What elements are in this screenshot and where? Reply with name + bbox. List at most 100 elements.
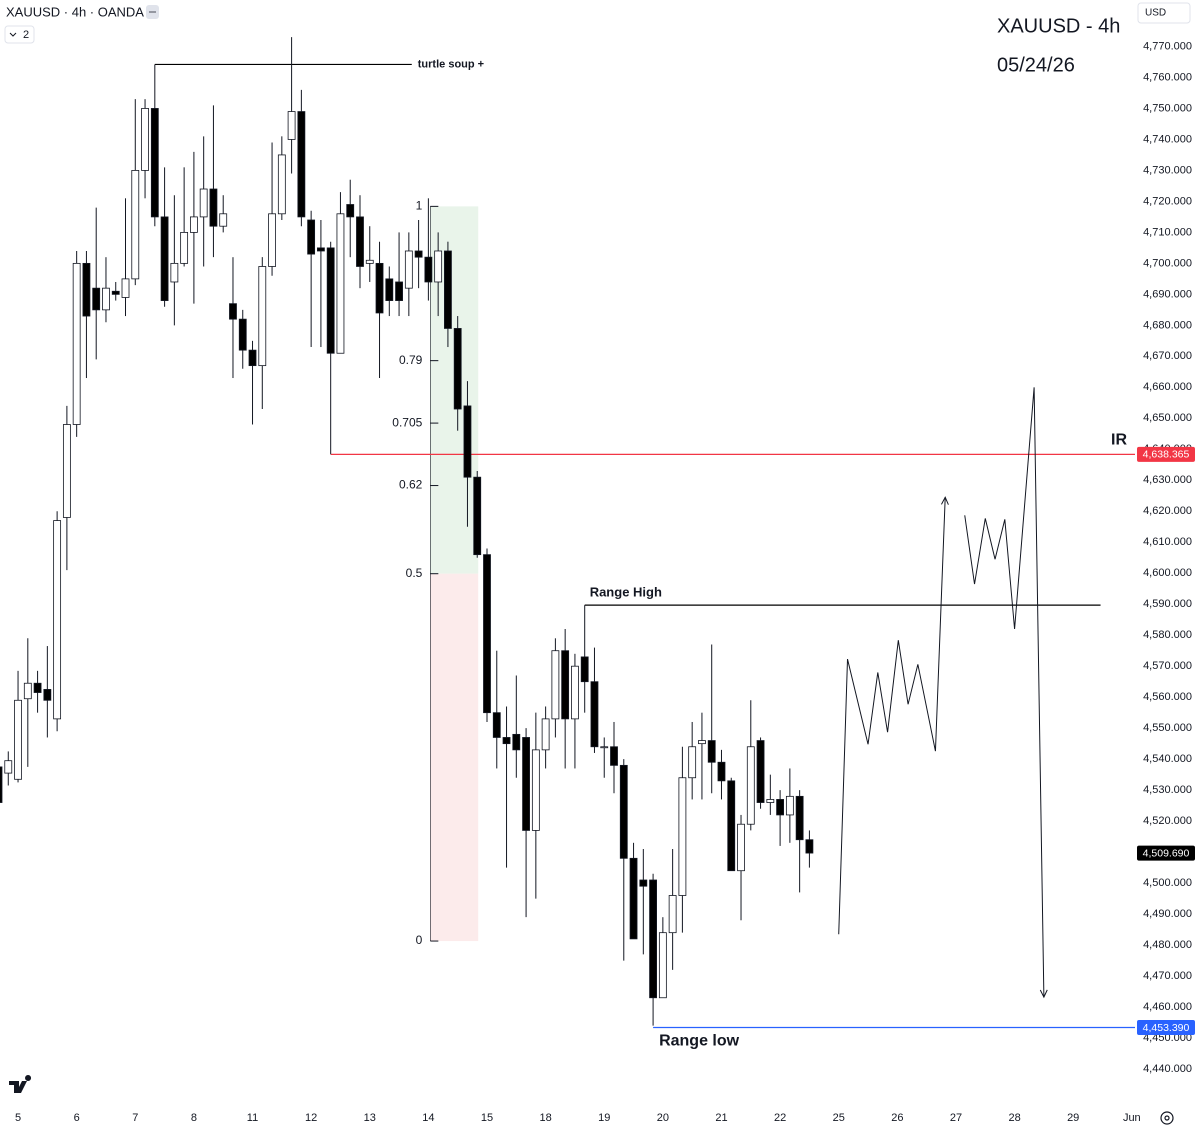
price-tag-label: 4,509.690 (1143, 847, 1190, 859)
candle-body (600, 746, 609, 749)
x-tick-label: 6 (74, 1112, 80, 1124)
candle-body (4, 760, 13, 774)
candle-body (238, 318, 247, 351)
candle-body (561, 650, 570, 720)
candle-body (141, 108, 149, 171)
y-tick-label: 4,730.000 (1143, 164, 1192, 176)
y-tick-label: 4,680.000 (1143, 319, 1192, 331)
level-label: Range High (590, 585, 662, 600)
x-tick-label: 5 (15, 1112, 21, 1124)
y-tick-label: 4,760.000 (1143, 71, 1192, 83)
y-tick-label: 4,660.000 (1143, 381, 1192, 393)
fib-level-label: 0 (416, 933, 423, 947)
x-tick-label: 26 (891, 1112, 903, 1124)
candle-body (82, 262, 91, 317)
candle-body (150, 108, 159, 218)
candle-body (121, 278, 130, 298)
x-tick-label: 13 (364, 1112, 376, 1124)
candle-body (776, 799, 784, 816)
candle-body (473, 476, 482, 556)
candle-body (453, 328, 462, 410)
candle-body (277, 154, 286, 215)
candle-body (23, 682, 32, 700)
tradingview-logo[interactable] (9, 1075, 32, 1093)
candle-body (590, 681, 599, 748)
candle-body (131, 170, 140, 280)
candle-body (688, 746, 697, 779)
y-tick-label: 4,500.000 (1143, 877, 1192, 889)
toggle-icon (149, 11, 156, 13)
candle-body (522, 737, 530, 831)
candle-body (209, 188, 218, 227)
y-tick-label: 4,530.000 (1143, 784, 1192, 796)
level-label: turtle soup + (418, 58, 484, 70)
x-tick-label: 27 (950, 1112, 962, 1124)
indicator-toggle[interactable] (4, 25, 35, 44)
candle-body (571, 665, 579, 720)
candle-body (610, 746, 618, 766)
candle-body (160, 216, 169, 301)
x-tick-label: 14 (422, 1112, 434, 1124)
candle-body (0, 766, 3, 803)
x-tick-label: 19 (598, 1112, 610, 1124)
candle-body (268, 213, 276, 267)
candle-body (580, 656, 589, 683)
candle-body (326, 247, 335, 354)
x-tick-label: 25 (833, 1112, 845, 1124)
candle-body (639, 879, 648, 887)
settings-icon[interactable] (1160, 1111, 1174, 1125)
fib-level-label: 0.5 (406, 566, 423, 580)
candle-body (287, 111, 296, 140)
symbol-label: XAUUSD · 4h · OANDA (6, 4, 144, 19)
price-tag (1137, 446, 1195, 462)
price-tag (1137, 1020, 1195, 1036)
settings-icon-center (1164, 1115, 1170, 1121)
candle-body (346, 204, 355, 218)
level-label: IR (1111, 432, 1127, 449)
y-tick-label: 4,550.000 (1143, 722, 1192, 734)
currency-label: USD (1145, 8, 1166, 19)
candle-body (414, 250, 423, 258)
fib-lower-zone (430, 573, 479, 942)
candle-body (404, 250, 413, 289)
currency-button[interactable] (1137, 2, 1191, 24)
candle-body (512, 733, 521, 751)
y-tick-label: 4,700.000 (1143, 257, 1192, 269)
candle-body (258, 266, 267, 367)
candle-body (53, 520, 62, 720)
candle-body (336, 213, 345, 354)
candle-body (463, 405, 472, 478)
projection-arrowhead (1039, 989, 1048, 999)
x-tick-label: 18 (539, 1112, 551, 1124)
candle-body (33, 682, 42, 693)
projection-path (964, 387, 1045, 998)
y-tick-label: 4,620.000 (1143, 505, 1192, 517)
y-tick-label: 4,650.000 (1143, 412, 1192, 424)
candle-body (111, 290, 120, 295)
candle-body (424, 256, 433, 283)
candle-body (434, 250, 443, 283)
x-tick-label: 15 (481, 1112, 493, 1124)
candle-body (756, 740, 765, 803)
candle-body (746, 746, 755, 825)
candle-body (219, 213, 228, 227)
candle-body (307, 219, 316, 255)
x-tick-label: 28 (1008, 1112, 1020, 1124)
candle-body (785, 795, 794, 816)
candle-body (649, 879, 657, 999)
y-tick-label: 4,770.000 (1143, 40, 1192, 52)
x-tick-label: Jun (1123, 1112, 1141, 1124)
fib-level-label: 0.705 (392, 415, 422, 429)
y-tick-label: 4,740.000 (1143, 133, 1192, 145)
y-tick-label: 4,580.000 (1143, 629, 1192, 641)
chart-subtitle: 05/24/26 (997, 54, 1075, 76)
candle-body (72, 262, 81, 425)
candle-body (678, 777, 687, 896)
candle-body (365, 259, 374, 264)
y-tick-label: 4,570.000 (1143, 660, 1192, 672)
price-tag-label: 4,638.365 (1143, 449, 1190, 461)
chart-title: XAUUSD - 4h (997, 15, 1120, 37)
candle-body (737, 823, 745, 872)
